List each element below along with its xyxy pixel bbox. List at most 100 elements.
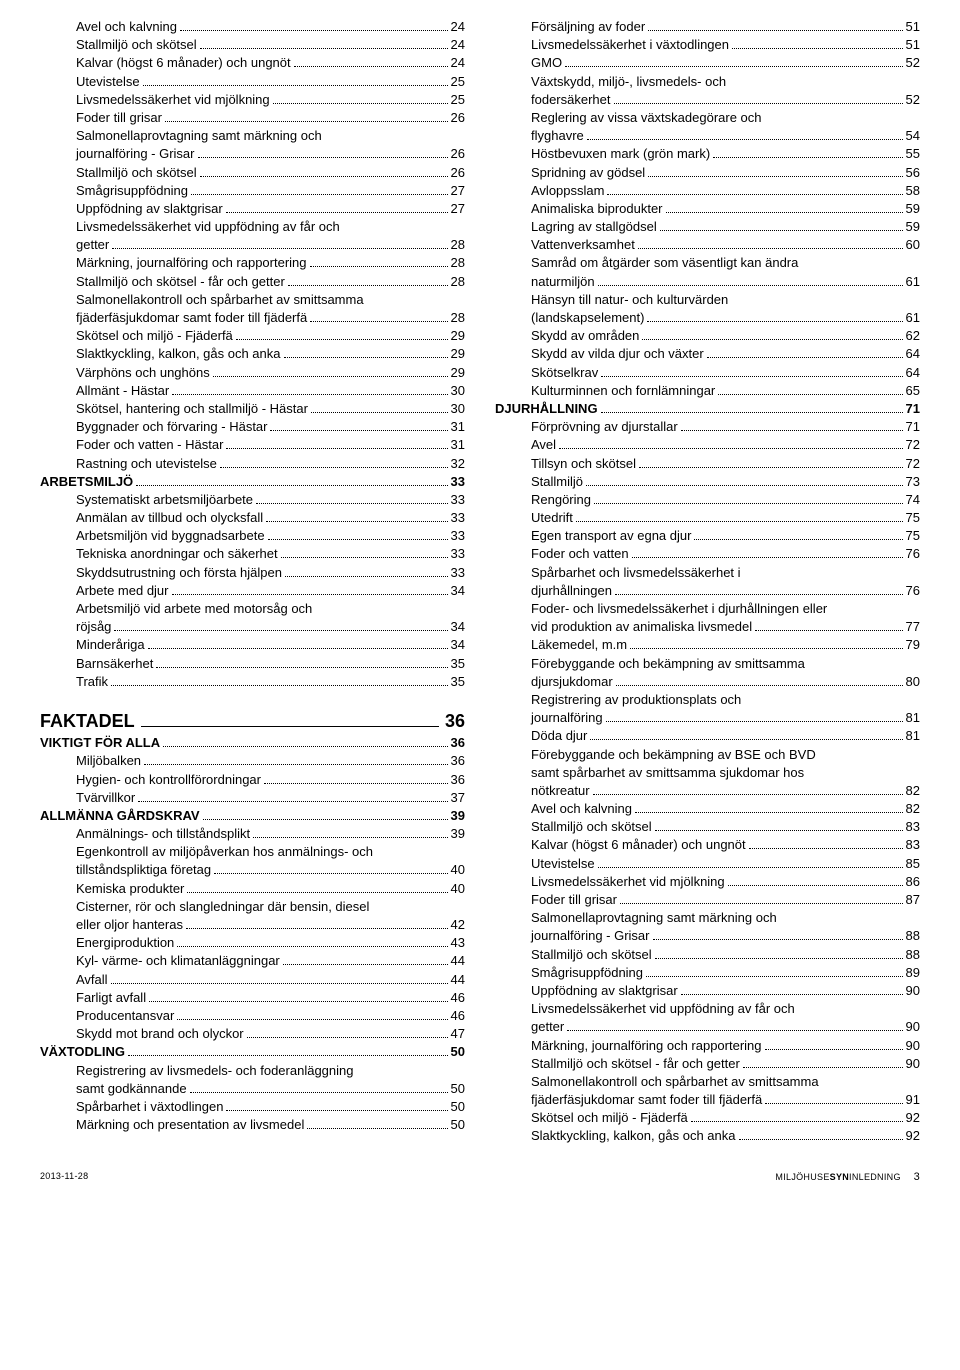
toc-entry-label: Kalvar (högst 6 månader) och ungnöt	[531, 836, 746, 854]
toc-entry: Märkning och presentation av livsmedel50	[40, 1116, 465, 1134]
toc-entry-label: Arbetsmiljön vid byggnadsarbete	[76, 527, 265, 545]
toc-entry: Producentansvar46	[40, 1007, 465, 1025]
toc-entry-page: 25	[451, 91, 465, 109]
toc-entry-label: Foder och vatten	[531, 545, 629, 563]
toc-entry: Skydd mot brand och olyckor47	[40, 1025, 465, 1043]
toc-entry: Kyl- värme- och klimatanläggningar44	[40, 952, 465, 970]
toc-entry-page: 50	[451, 1080, 465, 1098]
toc-entry: Utevistelse85	[495, 855, 920, 873]
toc-entry-label: Stallmiljö och skötsel - får och getter	[76, 273, 285, 291]
toc-entry: eller oljor hanteras42	[40, 916, 465, 934]
footer-date: 2013-11-28	[40, 1170, 88, 1185]
toc-entry-page: 83	[906, 818, 920, 836]
toc-entry: Arbete med djur34	[40, 582, 465, 600]
toc-heading: DJURHÅLLNING 71	[495, 400, 920, 418]
toc-entry-label: djursjukdomar	[531, 673, 613, 691]
toc-entry: Spridning av gödsel56	[495, 164, 920, 182]
toc-entry-label: Anmälan av tillbud och olycksfall	[76, 509, 263, 527]
toc-entry-continuation: Arbetsmiljö vid arbete med motorsåg och	[40, 600, 465, 618]
toc-entry-page: 34	[451, 582, 465, 600]
toc-entry: Avloppsslam58	[495, 182, 920, 200]
toc-entry: journalföring - Grisar26	[40, 145, 465, 163]
toc-entry-page: 83	[906, 836, 920, 854]
toc-entry-page: 90	[906, 1055, 920, 1073]
toc-entry-label: Uppfödning av slaktgrisar	[531, 982, 678, 1000]
toc-entry-page: 50	[451, 1116, 465, 1134]
toc-entry: Uppfödning av slaktgrisar90	[495, 982, 920, 1000]
toc-section-heading: FAKTADEL36	[40, 709, 465, 734]
toc-entry-page: 36	[451, 771, 465, 789]
toc-entry: Skydd av områden62	[495, 327, 920, 345]
toc-entry-label: Smågrisuppfödning	[531, 964, 643, 982]
toc-entry-label: Slaktkyckling, kalkon, gås och anka	[76, 345, 281, 363]
toc-entry: Stallmiljö och skötsel26	[40, 164, 465, 182]
toc-entry: Tillsyn och skötsel72	[495, 455, 920, 473]
toc-entry: Uppfödning av slaktgrisar27	[40, 200, 465, 218]
toc-entry-label: Avel och kalvning	[531, 800, 632, 818]
toc-entry: Läkemedel, m.m79	[495, 636, 920, 654]
toc-entry: getter28	[40, 236, 465, 254]
toc-entry-page: 50	[451, 1098, 465, 1116]
toc-entry: Höstbevuxen mark (grön mark)55	[495, 145, 920, 163]
toc-entry-label: Energiproduktion	[76, 934, 174, 952]
toc-entry: getter90	[495, 1018, 920, 1036]
toc-entry-label: Skötsel och miljö - Fjäderfä	[76, 327, 233, 345]
toc-entry-continuation: Egenkontroll av miljöpåverkan hos anmäln…	[40, 843, 465, 861]
toc-entry-page: 88	[906, 946, 920, 964]
toc-entry-label: Skötselkrav	[531, 364, 598, 382]
toc-entry: journalföring - Grisar88	[495, 927, 920, 945]
toc-entry-page: 76	[906, 582, 920, 600]
toc-entry-label: ARBETSMILJÖ	[40, 473, 133, 491]
toc-entry-continuation: Salmonellakontroll och spårbarhet av smi…	[40, 291, 465, 309]
toc-entry-label: Märkning, journalföring och rapportering	[76, 254, 307, 272]
toc-entry-page: 31	[451, 418, 465, 436]
toc-heading: ALLMÄNNA GÅRDSKRAV39	[40, 807, 465, 825]
toc-entry: Märkning, journalföring och rapportering…	[40, 254, 465, 272]
toc-entry: Anmälnings- och tillståndsplikt39	[40, 825, 465, 843]
toc-entry-page: 86	[906, 873, 920, 891]
toc-entry-page: 52	[906, 54, 920, 72]
toc-entry: Avfall44	[40, 971, 465, 989]
toc-entry-page: 89	[906, 964, 920, 982]
toc-left-column: Avel och kalvning24Stallmiljö och skötse…	[40, 18, 465, 1146]
toc-entry-page: 72	[906, 455, 920, 473]
toc-entry-page: 74	[906, 491, 920, 509]
toc-entry-page: 46	[451, 989, 465, 1007]
toc-section-label: FAKTADEL	[40, 709, 135, 734]
toc-entry: Allmänt - Hästar30	[40, 382, 465, 400]
toc-entry-page: 71	[906, 400, 920, 418]
toc-entry-continuation: Samråd om åtgärder som väsentligt kan än…	[495, 254, 920, 272]
toc-entry-page: 72	[906, 436, 920, 454]
toc-entry: Avel och kalvning82	[495, 800, 920, 818]
toc-entry: fodersäkerhet52	[495, 91, 920, 109]
toc-entry: Slaktkyckling, kalkon, gås och anka29	[40, 345, 465, 363]
toc-entry-label: DJURHÅLLNING	[495, 400, 598, 418]
toc-entry-label: journalföring - Grisar	[531, 927, 650, 945]
toc-entry-label: Kemiska produkter	[76, 880, 184, 898]
toc-entry: vid produktion av animaliska livsmedel77	[495, 618, 920, 636]
toc-entry-page: 79	[906, 636, 920, 654]
toc-entry-label: GMO	[531, 54, 562, 72]
toc-entry: Rengöring74	[495, 491, 920, 509]
toc-entry-page: 58	[906, 182, 920, 200]
toc-entry-label: Barnsäkerhet	[76, 655, 153, 673]
toc-entry: Livsmedelssäkerhet vid mjölkning86	[495, 873, 920, 891]
toc-entry: naturmiljön61	[495, 273, 920, 291]
toc-entry-page: 36	[451, 734, 465, 752]
toc-entry: röjsåg34	[40, 618, 465, 636]
toc-entry-page: 40	[451, 861, 465, 879]
toc-entry-label: Stallmiljö och skötsel	[76, 36, 197, 54]
toc-entry-label: Värphöns och unghöns	[76, 364, 210, 382]
toc-entry-page: 34	[451, 618, 465, 636]
toc-entry-label: Avel och kalvning	[76, 18, 177, 36]
toc-entry-label: Stallmiljö	[531, 473, 583, 491]
toc-entry: Försäljning av foder51	[495, 18, 920, 36]
toc-heading: VIKTIGT FÖR ALLA36	[40, 734, 465, 752]
toc-entry-label: Skötsel, hantering och stallmiljö - Häst…	[76, 400, 308, 418]
toc-entry-label: Döda djur	[531, 727, 587, 745]
toc-entry-page: 92	[906, 1109, 920, 1127]
toc-entry-label: Skydd av områden	[531, 327, 639, 345]
toc-entry-page: 37	[451, 789, 465, 807]
toc-entry-label: eller oljor hanteras	[76, 916, 183, 934]
toc-entry: fjäderfäsjukdomar samt foder till fjäder…	[40, 309, 465, 327]
